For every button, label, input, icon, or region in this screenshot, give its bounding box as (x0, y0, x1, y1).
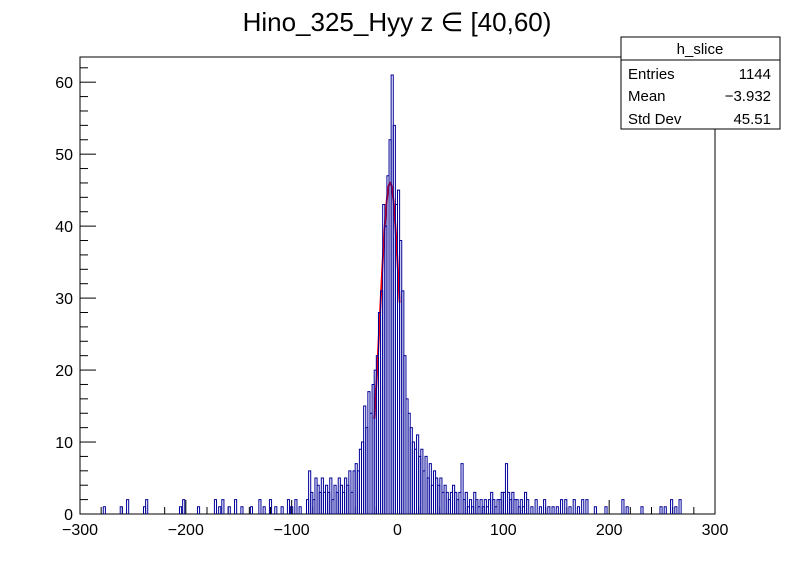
histogram-bin (119, 506, 123, 514)
histogram-bin (625, 506, 629, 514)
histogram-bin (464, 491, 468, 514)
histogram-bin (543, 499, 547, 514)
stats-box: h_slice Entries 1144 Mean −3.932 Std Dev… (620, 36, 781, 130)
x-tick-label: −300 (62, 522, 98, 539)
histogram-bin (572, 499, 576, 514)
histogram-bin (534, 499, 538, 514)
y-tick-label: 30 (55, 291, 73, 308)
histogram-bin (640, 506, 644, 514)
histogram-bin (547, 506, 551, 514)
histogram-bin (530, 506, 534, 514)
histogram-bin (262, 506, 266, 514)
stats-box-title: h_slice (677, 41, 724, 58)
stats-entries-value: 1144 (739, 66, 771, 83)
y-tick-label: 0 (64, 507, 73, 524)
stats-mean-value: −3.932 (725, 88, 771, 105)
histogram-bin (526, 499, 530, 514)
y-tick-label: 50 (55, 147, 73, 164)
histogram-bin (555, 506, 559, 514)
histogram-bin (551, 506, 555, 514)
histogram-bin (145, 499, 149, 514)
histogram-bin (218, 506, 222, 514)
histogram-bin (670, 499, 674, 514)
x-axis: −300 −200 −100 0 100 200 300 (62, 500, 728, 539)
stats-mean-label: Mean (628, 88, 666, 105)
histogram-bin (621, 499, 625, 514)
histogram-bin (674, 506, 678, 514)
histogram-bin (460, 463, 464, 514)
histogram-bin (268, 499, 273, 514)
histogram-bin (249, 506, 254, 514)
x-tick-label: −200 (168, 522, 204, 539)
histogram-bin (240, 506, 244, 514)
histogram-bin (329, 477, 333, 514)
chart-title: Hino_325_Hyy z ∈ [40,60) (243, 7, 552, 37)
histogram-bin (294, 499, 298, 514)
x-tick-label: 200 (596, 522, 623, 539)
x-tick-label: 100 (490, 522, 517, 539)
histogram-bin (564, 499, 568, 514)
histogram-bin (280, 506, 284, 514)
stats-entries-label: Entries (628, 66, 675, 83)
histogram-bin (678, 499, 682, 514)
histogram-bin (568, 506, 572, 514)
stats-stddev-value: 45.51 (733, 111, 771, 128)
y-axis: 0 10 20 30 40 50 60 (55, 67, 96, 524)
histogram-bars (102, 74, 682, 514)
histogram-bin (504, 463, 509, 514)
y-tick-label: 60 (55, 75, 73, 92)
histogram-bin (213, 499, 218, 514)
histogram-bin (585, 499, 589, 514)
histogram-bin (126, 499, 130, 514)
histogram-bin (286, 499, 291, 514)
x-tick-label: −100 (274, 522, 310, 539)
x-tick-label: 0 (393, 522, 402, 539)
histogram-bin (604, 506, 608, 514)
histogram-bin (538, 506, 542, 514)
histogram-bin (298, 506, 302, 514)
histogram-bin (659, 506, 663, 514)
histogram-bin (663, 506, 667, 514)
histogram-bin (178, 506, 183, 514)
histogram-bin (274, 506, 278, 514)
y-tick-label: 10 (55, 435, 73, 452)
histogram-bin (196, 506, 201, 514)
histogram-bin (258, 499, 262, 514)
histogram-bin (593, 506, 597, 514)
histogram-bin (559, 499, 564, 514)
histogram-bin (234, 499, 238, 514)
y-tick-label: 20 (55, 363, 73, 380)
y-tick-label: 40 (55, 219, 73, 236)
histogram-bin (581, 499, 585, 514)
histogram-bin (182, 499, 186, 514)
histogram-bin (290, 506, 294, 514)
stats-stddev-label: Std Dev (628, 111, 682, 128)
histogram-bin (221, 499, 225, 514)
x-tick-label: 300 (702, 522, 729, 539)
histogram-bin (576, 506, 581, 514)
histogram-bin (227, 506, 231, 514)
histogram-bin (102, 506, 106, 514)
